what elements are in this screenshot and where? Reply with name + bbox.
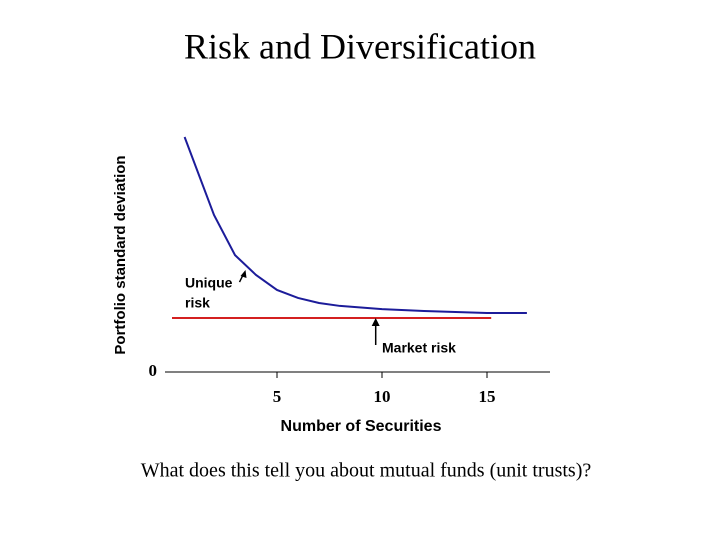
slide-title: Risk and Diversification [184,26,536,66]
arrow-head [240,270,247,279]
annotation: risk [185,295,210,311]
x-tick-label: 15 [479,387,496,406]
arrow-head [371,318,380,327]
annotation: Market risk [382,340,456,356]
y-axis-label: Portfolio standard deviation [112,155,129,354]
x-tick-label: 10 [374,387,391,406]
annotation: Unique [185,275,233,291]
caption: What does this tell you about mutual fun… [141,460,592,482]
x-axis-label: Number of Securities [281,418,442,435]
y-tick-label: 0 [149,361,158,380]
x-tick-label: 5 [273,387,282,406]
series-line [183,136,527,314]
